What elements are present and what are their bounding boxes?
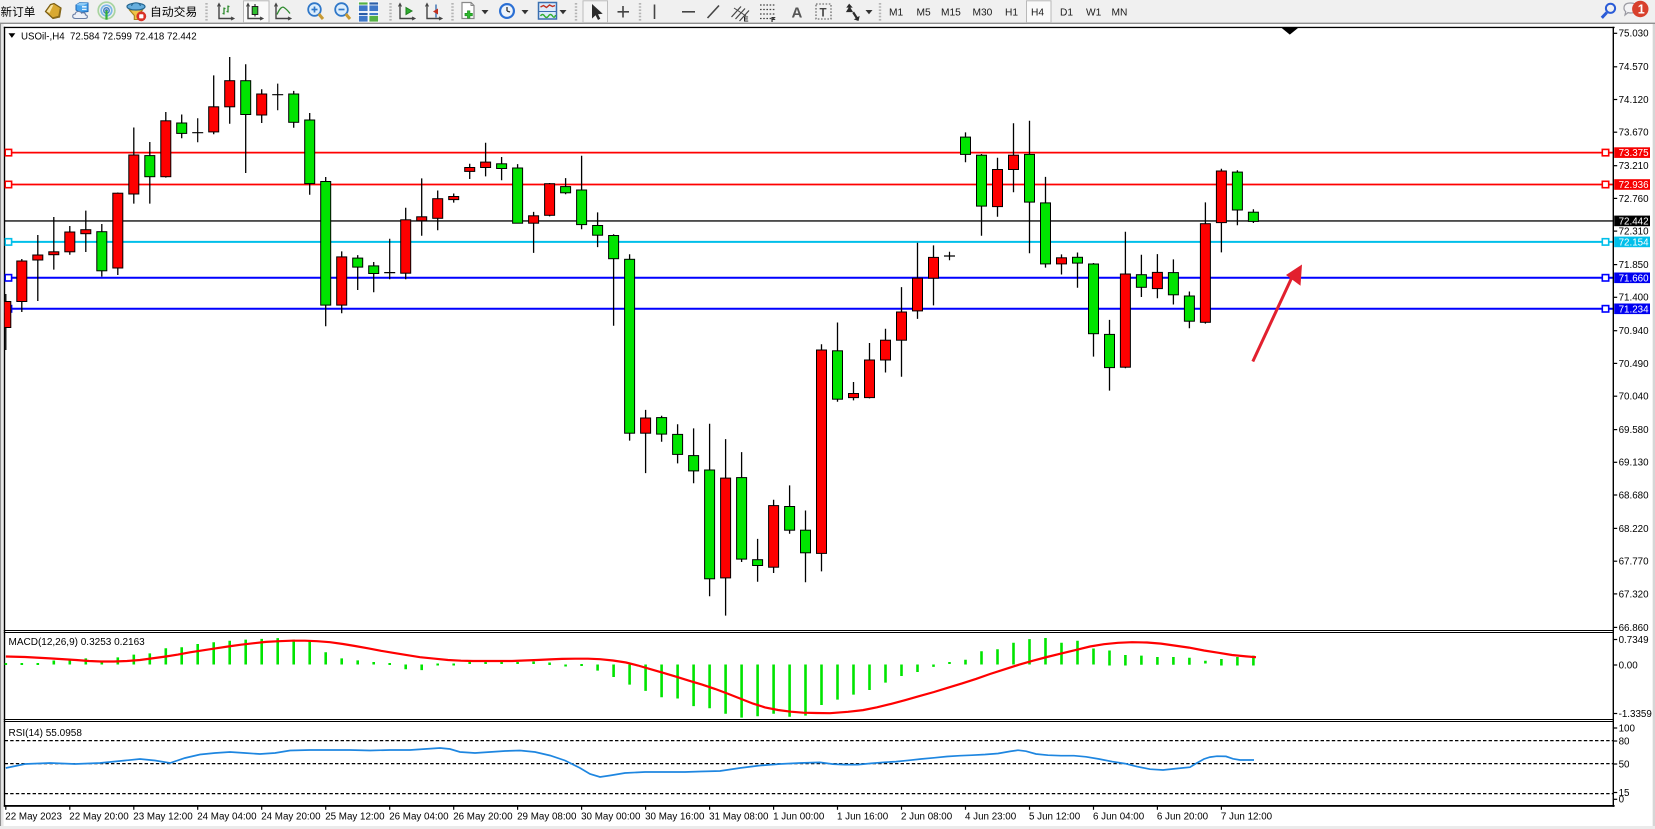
svg-text:M1: M1 bbox=[889, 8, 903, 19]
svg-text:68.680: 68.680 bbox=[1619, 490, 1650, 501]
svg-text:1 Jun 00:00: 1 Jun 00:00 bbox=[773, 811, 825, 822]
svg-text:74.120: 74.120 bbox=[1619, 95, 1650, 106]
svg-text:4 Jun 23:00: 4 Jun 23:00 bbox=[965, 811, 1017, 822]
svg-text:MACD(12,26,9) 0.3253 0.2163: MACD(12,26,9) 0.3253 0.2163 bbox=[9, 637, 146, 648]
svg-text:M5: M5 bbox=[917, 8, 931, 19]
svg-text:66.860: 66.860 bbox=[1619, 623, 1650, 634]
svg-text:1 Jun 16:00: 1 Jun 16:00 bbox=[837, 811, 889, 822]
svg-text:2 Jun 08:00: 2 Jun 08:00 bbox=[901, 811, 953, 822]
svg-text:29 May 08:00: 29 May 08:00 bbox=[517, 811, 577, 822]
svg-text:E: E bbox=[744, 15, 749, 24]
svg-text:0.00: 0.00 bbox=[1619, 660, 1639, 671]
svg-text:73.210: 73.210 bbox=[1619, 161, 1650, 172]
svg-text:71.400: 71.400 bbox=[1619, 293, 1650, 304]
svg-text:0.7349: 0.7349 bbox=[1619, 635, 1649, 646]
svg-text:24 May 20:00: 24 May 20:00 bbox=[261, 811, 321, 822]
svg-text:71.660: 71.660 bbox=[1619, 273, 1650, 284]
svg-text:5 Jun 12:00: 5 Jun 12:00 bbox=[1029, 811, 1081, 822]
svg-text:6 Jun 04:00: 6 Jun 04:00 bbox=[1093, 811, 1145, 822]
svg-text:75.030: 75.030 bbox=[1619, 29, 1650, 40]
svg-text:72.154: 72.154 bbox=[1619, 237, 1650, 248]
svg-text:23 May 12:00: 23 May 12:00 bbox=[133, 811, 193, 822]
svg-text:69.130: 69.130 bbox=[1619, 458, 1650, 469]
svg-text:H4: H4 bbox=[1031, 8, 1044, 19]
svg-text:T: T bbox=[820, 8, 827, 20]
svg-text:-1.3359: -1.3359 bbox=[1619, 709, 1652, 720]
svg-text:70.940: 70.940 bbox=[1619, 326, 1650, 337]
svg-text:30 May 00:00: 30 May 00:00 bbox=[581, 811, 641, 822]
svg-text:M15: M15 bbox=[941, 8, 961, 19]
svg-text:RSI(14) 55.0958: RSI(14) 55.0958 bbox=[9, 728, 83, 739]
svg-text:1: 1 bbox=[1638, 2, 1645, 16]
svg-text:USOil-,H4 72.584 72.599 72.41: USOil-,H4 72.584 72.599 72.418 72.442 bbox=[21, 32, 197, 43]
svg-text:69.580: 69.580 bbox=[1619, 425, 1650, 436]
svg-text:25 May 12:00: 25 May 12:00 bbox=[325, 811, 385, 822]
svg-text:7 Jun 12:00: 7 Jun 12:00 bbox=[1221, 811, 1273, 822]
svg-text:30 May 16:00: 30 May 16:00 bbox=[645, 811, 705, 822]
svg-text:72.936: 72.936 bbox=[1619, 180, 1650, 191]
svg-text:MN: MN bbox=[1112, 8, 1128, 19]
svg-text:67.320: 67.320 bbox=[1619, 589, 1650, 600]
svg-text:0: 0 bbox=[1619, 795, 1625, 806]
svg-text:26 May 04:00: 26 May 04:00 bbox=[389, 811, 449, 822]
svg-text:H1: H1 bbox=[1005, 8, 1018, 19]
svg-text:73.670: 73.670 bbox=[1619, 128, 1650, 139]
svg-text:74.570: 74.570 bbox=[1619, 62, 1650, 73]
svg-text:71.850: 71.850 bbox=[1619, 260, 1650, 271]
svg-text:W1: W1 bbox=[1086, 8, 1102, 19]
svg-text:26 May 20:00: 26 May 20:00 bbox=[453, 811, 513, 822]
svg-text:M30: M30 bbox=[973, 8, 993, 19]
svg-text:15: 15 bbox=[1619, 788, 1630, 799]
svg-text:A: A bbox=[792, 5, 803, 22]
svg-text:80: 80 bbox=[1619, 736, 1630, 747]
svg-text:72.760: 72.760 bbox=[1619, 194, 1650, 205]
svg-text:100: 100 bbox=[1619, 723, 1636, 734]
svg-text:50: 50 bbox=[1619, 759, 1630, 770]
svg-text:6 Jun 20:00: 6 Jun 20:00 bbox=[1157, 811, 1209, 822]
svg-text:22 May 20:00: 22 May 20:00 bbox=[69, 811, 129, 822]
svg-text:73.375: 73.375 bbox=[1619, 148, 1650, 159]
svg-text:31 May 08:00: 31 May 08:00 bbox=[709, 811, 769, 822]
svg-text:D1: D1 bbox=[1060, 8, 1073, 19]
svg-text:22 May 2023: 22 May 2023 bbox=[5, 811, 62, 822]
svg-text:F: F bbox=[771, 15, 776, 24]
svg-text:67.770: 67.770 bbox=[1619, 557, 1650, 568]
svg-text:24 May 04:00: 24 May 04:00 bbox=[197, 811, 257, 822]
svg-text:70.040: 70.040 bbox=[1619, 392, 1650, 403]
svg-text:72.442: 72.442 bbox=[1619, 216, 1649, 227]
svg-text:68.220: 68.220 bbox=[1619, 524, 1650, 535]
svg-text:71.234: 71.234 bbox=[1619, 304, 1650, 315]
svg-text:70.490: 70.490 bbox=[1619, 359, 1650, 370]
svg-text:72.310: 72.310 bbox=[1619, 227, 1650, 238]
